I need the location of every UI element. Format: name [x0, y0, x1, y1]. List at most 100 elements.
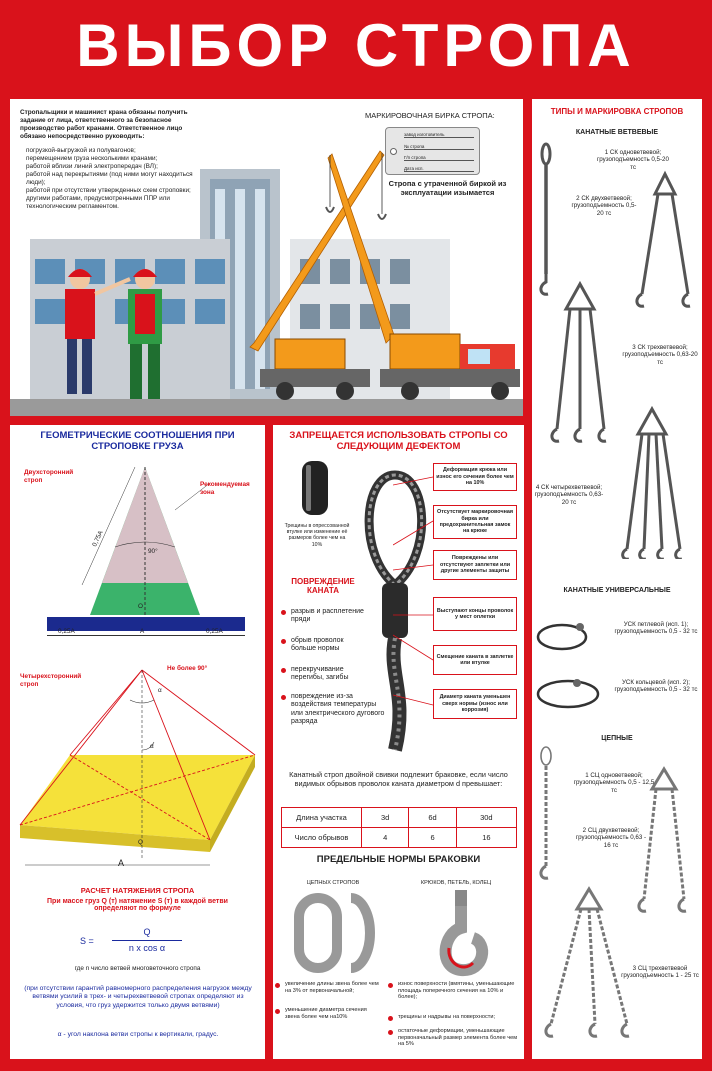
- table-cell: 30d: [455, 807, 518, 828]
- n-definition: где n число ветвей многоветочного стропа: [74, 965, 201, 972]
- tag-line: Г/п стропа: [404, 155, 474, 161]
- table-cell: 6d: [408, 807, 457, 828]
- four-leg-label: Четырехсторонний строп: [20, 673, 82, 688]
- reject-text: Канатный строп двойной свивки подлежит б…: [289, 770, 508, 789]
- hook-limit-title: КРЮКОВ, ПЕТЕЛЬ, КОЛЕЦ: [420, 880, 492, 886]
- dimension-label: A: [118, 858, 125, 868]
- table-cell: 16: [455, 827, 518, 848]
- chain-limit-item: увеличение длины звена более чем на 3% о…: [275, 981, 379, 994]
- max-angle-label: Не более 90°: [167, 665, 208, 672]
- table-cell: Число обрывов: [281, 827, 362, 848]
- marking-tag: завод изготовитель № стропа Г/п стропа Д…: [385, 127, 480, 175]
- table-cell: 4: [360, 827, 410, 848]
- usk2-label: УСК кольцевой (исп. 2); грузоподъемность…: [614, 679, 698, 694]
- defect-leaders: [393, 476, 434, 706]
- center-label: О: [138, 603, 143, 610]
- tag-note: Стропа с утраченной биркой из эксплуатац…: [388, 179, 507, 197]
- table-cell: 6: [408, 827, 457, 848]
- list-item: другими работами, предусмотренными ППР и…: [26, 195, 170, 210]
- damage-item: перекручивание перегибы, загибы: [281, 666, 366, 683]
- hook-limit-item: остаточные деформации, уменьшающие перво…: [388, 1028, 518, 1048]
- chain-heading: ЦЕПНЫЕ: [601, 735, 633, 742]
- damage-item: повреждение из-за воздействия температур…: [281, 693, 389, 727]
- tension-formula: S = Q n x cos α: [80, 925, 200, 959]
- formula-numerator: Q: [143, 927, 151, 937]
- defect-box: Диаметр каната уменьшен сверх нормы (изн…: [433, 689, 517, 719]
- types-panel: ТИПЫ И МАРКИРОВКА СТРОПОВ КАНАТНЫЕ ВЕТВЕ…: [532, 99, 702, 1059]
- sk4-label: 4 СК четырехветвевой; грузоподъемность 0…: [534, 484, 604, 506]
- dimension-line: [47, 635, 245, 636]
- geometry-panel: ГЕОМЕТРИЧЕСКИЕ СООТНОШЕНИЯ ПРИ СТРОПОВКЕ…: [10, 425, 265, 1059]
- tag-line: № стропа: [404, 144, 474, 150]
- chain-limit-item: уменьшение диаметра сечения звена более …: [275, 1007, 380, 1020]
- damage-item: обрыв проволок больше нормы: [281, 637, 366, 654]
- worker-figure: [65, 269, 162, 399]
- defects-title: ЗАПРЕЩАЕТСЯ ИСПОЛЬЗОВАТЬ СТРОПЫ СО СЛЕДУ…: [289, 430, 508, 452]
- size-label: A: [140, 628, 145, 635]
- list-item: работой над перекрытиями (под ними могут…: [26, 171, 193, 186]
- chain-link-icon: [294, 893, 375, 973]
- defect-box: Смещение каната в заплетке или втулке: [433, 645, 517, 675]
- defects-panel: ЗАПРЕЩАЕТСЯ ИСПОЛЬЗОВАТЬ СТРОПЫ СО СЛЕДУ…: [273, 425, 524, 1059]
- distribution-note: (при отсутствии гарантий равномерного ра…: [24, 985, 252, 1009]
- size-label: 0,25А: [58, 628, 75, 635]
- two-leg-diagram: [47, 466, 245, 631]
- list-item: перемещением груза несколькими кранами;: [26, 155, 158, 162]
- alpha-label: α: [158, 687, 162, 694]
- formula-denominator: n x cos α: [128, 943, 166, 953]
- poster-title: ВЫБОР СТРОПА: [76, 11, 636, 79]
- zone-label: Рекомендуемая зона: [200, 481, 250, 496]
- limits-title: ПРЕДЕЛЬНЫЕ НОРМЫ БРАКОВКИ: [316, 854, 481, 865]
- sleeve-icon: [302, 461, 328, 515]
- tag-title: МАРКИРОВОЧНАЯ БИРКА СТРОПА:: [365, 111, 495, 120]
- rope-universal-heading: КАНАТНЫЕ УНИВЕРСАЛЬНЫЕ: [563, 587, 671, 594]
- four-leg-diagram: [19, 669, 256, 866]
- geometry-title: ГЕОМЕТРИЧЕСКИЕ СООТНОШЕНИЯ ПРИ СТРОПОВКЕ…: [40, 430, 235, 452]
- sc2-label: 2 СЦ двухветвевой; грузоподъемность 0,63…: [575, 827, 647, 849]
- damage-item: разрыв и расплетение пряди: [281, 608, 366, 625]
- defect-box: Деформация крюка или износ его сечения б…: [433, 463, 517, 491]
- table-row: Число обрывов 4 6 16: [281, 827, 518, 848]
- usk1-label: УСК петлевой (исп. 1); грузоподъемность …: [614, 621, 698, 636]
- defect-box: Отсутствует маркировочная бирка или пред…: [433, 505, 517, 539]
- size-label: 0,25А: [206, 628, 223, 635]
- sleeve-note: Трещины в опрессованной втулке или измен…: [284, 523, 350, 548]
- crane-panel: Стропальщики и машинист крана обязаны по…: [10, 99, 523, 416]
- intro-list: погрузкой-выгрузкой из полувагонов; пере…: [20, 147, 195, 211]
- two-leg-label: Двухсторонний строп: [24, 469, 74, 484]
- table-cell: 3d: [360, 807, 410, 828]
- defect-box: Повреждены или отсутствуют заплетки или …: [433, 550, 517, 580]
- alpha-label: α: [150, 743, 154, 750]
- table-row: Длина участка 3d 6d 30d: [281, 807, 518, 828]
- list-item: погрузкой-выгрузкой из полувагонов;: [26, 147, 136, 154]
- load-label: Q: [138, 839, 143, 846]
- damage-title: ПОВРЕЖДЕНИЕ КАНАТА: [291, 577, 355, 596]
- rope-branch-heading: КАНАТНЫЕ ВЕТВЕВЫЕ: [575, 129, 659, 136]
- defect-box: Выступают концы проволок у мест оплетки: [433, 597, 517, 631]
- angle-label: 90°: [148, 548, 158, 555]
- chain-limit-title: ЦЕПНЫХ СТРОПОВ: [306, 880, 360, 886]
- formula-s: S =: [80, 936, 94, 946]
- chain-slings-illustration: [539, 746, 687, 1038]
- types-title: ТИПЫ И МАРКИРОВКА СТРОПОВ: [550, 107, 684, 116]
- list-item: работой при отсутствии утвержденных схем…: [26, 187, 191, 194]
- tension-title: РАСЧЕТ НАТЯЖЕНИЯ СТРОПА: [80, 886, 195, 895]
- hook-icon: [439, 890, 489, 976]
- sk1-label: 1 СК одноветвевой; грузоподъемность 0,5-…: [597, 149, 669, 171]
- list-item: работой вблизи линий электропередач (ВЛ)…: [26, 163, 158, 170]
- breaks-table: Длина участка 3d 6d 30d Число обрывов 4 …: [281, 807, 518, 848]
- sc3-label: 3 СЦ трехветвевой грузоподъемность 1 - 2…: [621, 965, 699, 980]
- table-cell: Длина участка: [281, 807, 362, 828]
- universal-slings-illustration: [536, 623, 600, 709]
- tag-line: завод изготовитель: [404, 132, 474, 138]
- rope-eye-illustration: [364, 470, 427, 752]
- hook-limit-item: износ поверхности (вмятины, уменьшающие …: [388, 981, 518, 1001]
- tag-hole-icon: [390, 148, 397, 155]
- sk3-label: 3 СК трехветвевой; грузоподъемность 0,63…: [622, 344, 698, 366]
- alpha-definition: α - угол наклона ветви стропы к вертикал…: [57, 1031, 219, 1038]
- tag-line: Дата исп.: [404, 166, 474, 172]
- rope-slings-illustration: [539, 142, 691, 559]
- hook-limit-item: трещины и надрывы на поверхности;: [388, 1014, 518, 1021]
- sk2-label: 2 СК двухветвевой; грузоподъемность 0,5-…: [571, 195, 637, 217]
- crane-illustration: [10, 150, 523, 416]
